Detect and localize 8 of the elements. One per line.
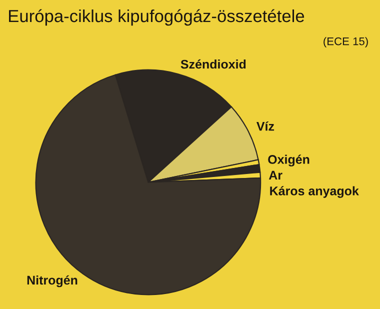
slice-label: Víz [256,121,274,131]
slice-label: Káros anyagok [270,186,359,198]
slice-label: Oxigén [268,154,310,166]
chart-subtitle: (ECE 15) [324,37,368,48]
chart-title: Európa-ciklus kipufogógáz-összetétele [9,9,304,26]
slice-label: Széndioxid [180,59,246,69]
slice-label: Ar [268,170,282,180]
slice-label: Nitrogén [27,275,78,288]
